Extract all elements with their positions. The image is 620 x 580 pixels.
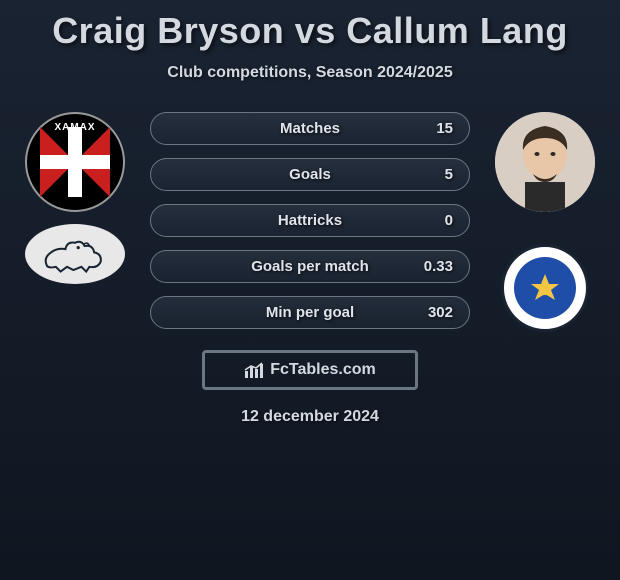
brand-text: FcTables.com xyxy=(270,361,376,379)
brand-attribution: FcTables.com xyxy=(202,350,418,390)
right-player-column xyxy=(490,112,600,332)
right-team-badge-bottom xyxy=(501,244,589,332)
stat-label: Hattricks xyxy=(278,212,342,229)
stat-label: Matches xyxy=(280,120,340,137)
left-player-column: XAMAX xyxy=(20,112,130,284)
stat-row: Matches 15 xyxy=(150,112,470,145)
stat-right-value: 5 xyxy=(445,166,453,183)
stat-label: Min per goal xyxy=(266,304,354,321)
date-text: 12 december 2024 xyxy=(0,408,620,426)
right-player-avatar xyxy=(495,112,595,212)
stat-label: Goals xyxy=(289,166,331,183)
stat-label: Goals per match xyxy=(251,258,369,275)
stat-row: Goals 5 xyxy=(150,158,470,191)
left-team-badge-top: XAMAX xyxy=(25,112,125,212)
stat-row: Goals per match 0.33 xyxy=(150,250,470,283)
subtitle: Club competitions, Season 2024/2025 xyxy=(0,64,620,82)
stat-right-value: 302 xyxy=(428,304,453,321)
chart-icon xyxy=(244,361,264,379)
stat-row: Hattricks 0 xyxy=(150,204,470,237)
stat-row: Min per goal 302 xyxy=(150,296,470,329)
stat-right-value: 15 xyxy=(436,120,453,137)
stat-right-value: 0.33 xyxy=(424,258,453,275)
stat-right-value: 0 xyxy=(445,212,453,229)
page-title: Craig Bryson vs Callum Lang xyxy=(0,0,620,52)
left-team-badge-bottom xyxy=(25,224,125,284)
comparison-row: XAMAX Matches 15 Goals 5 xyxy=(0,112,620,332)
stats-column: Matches 15 Goals 5 Hattricks 0 Goals per… xyxy=(130,112,490,329)
